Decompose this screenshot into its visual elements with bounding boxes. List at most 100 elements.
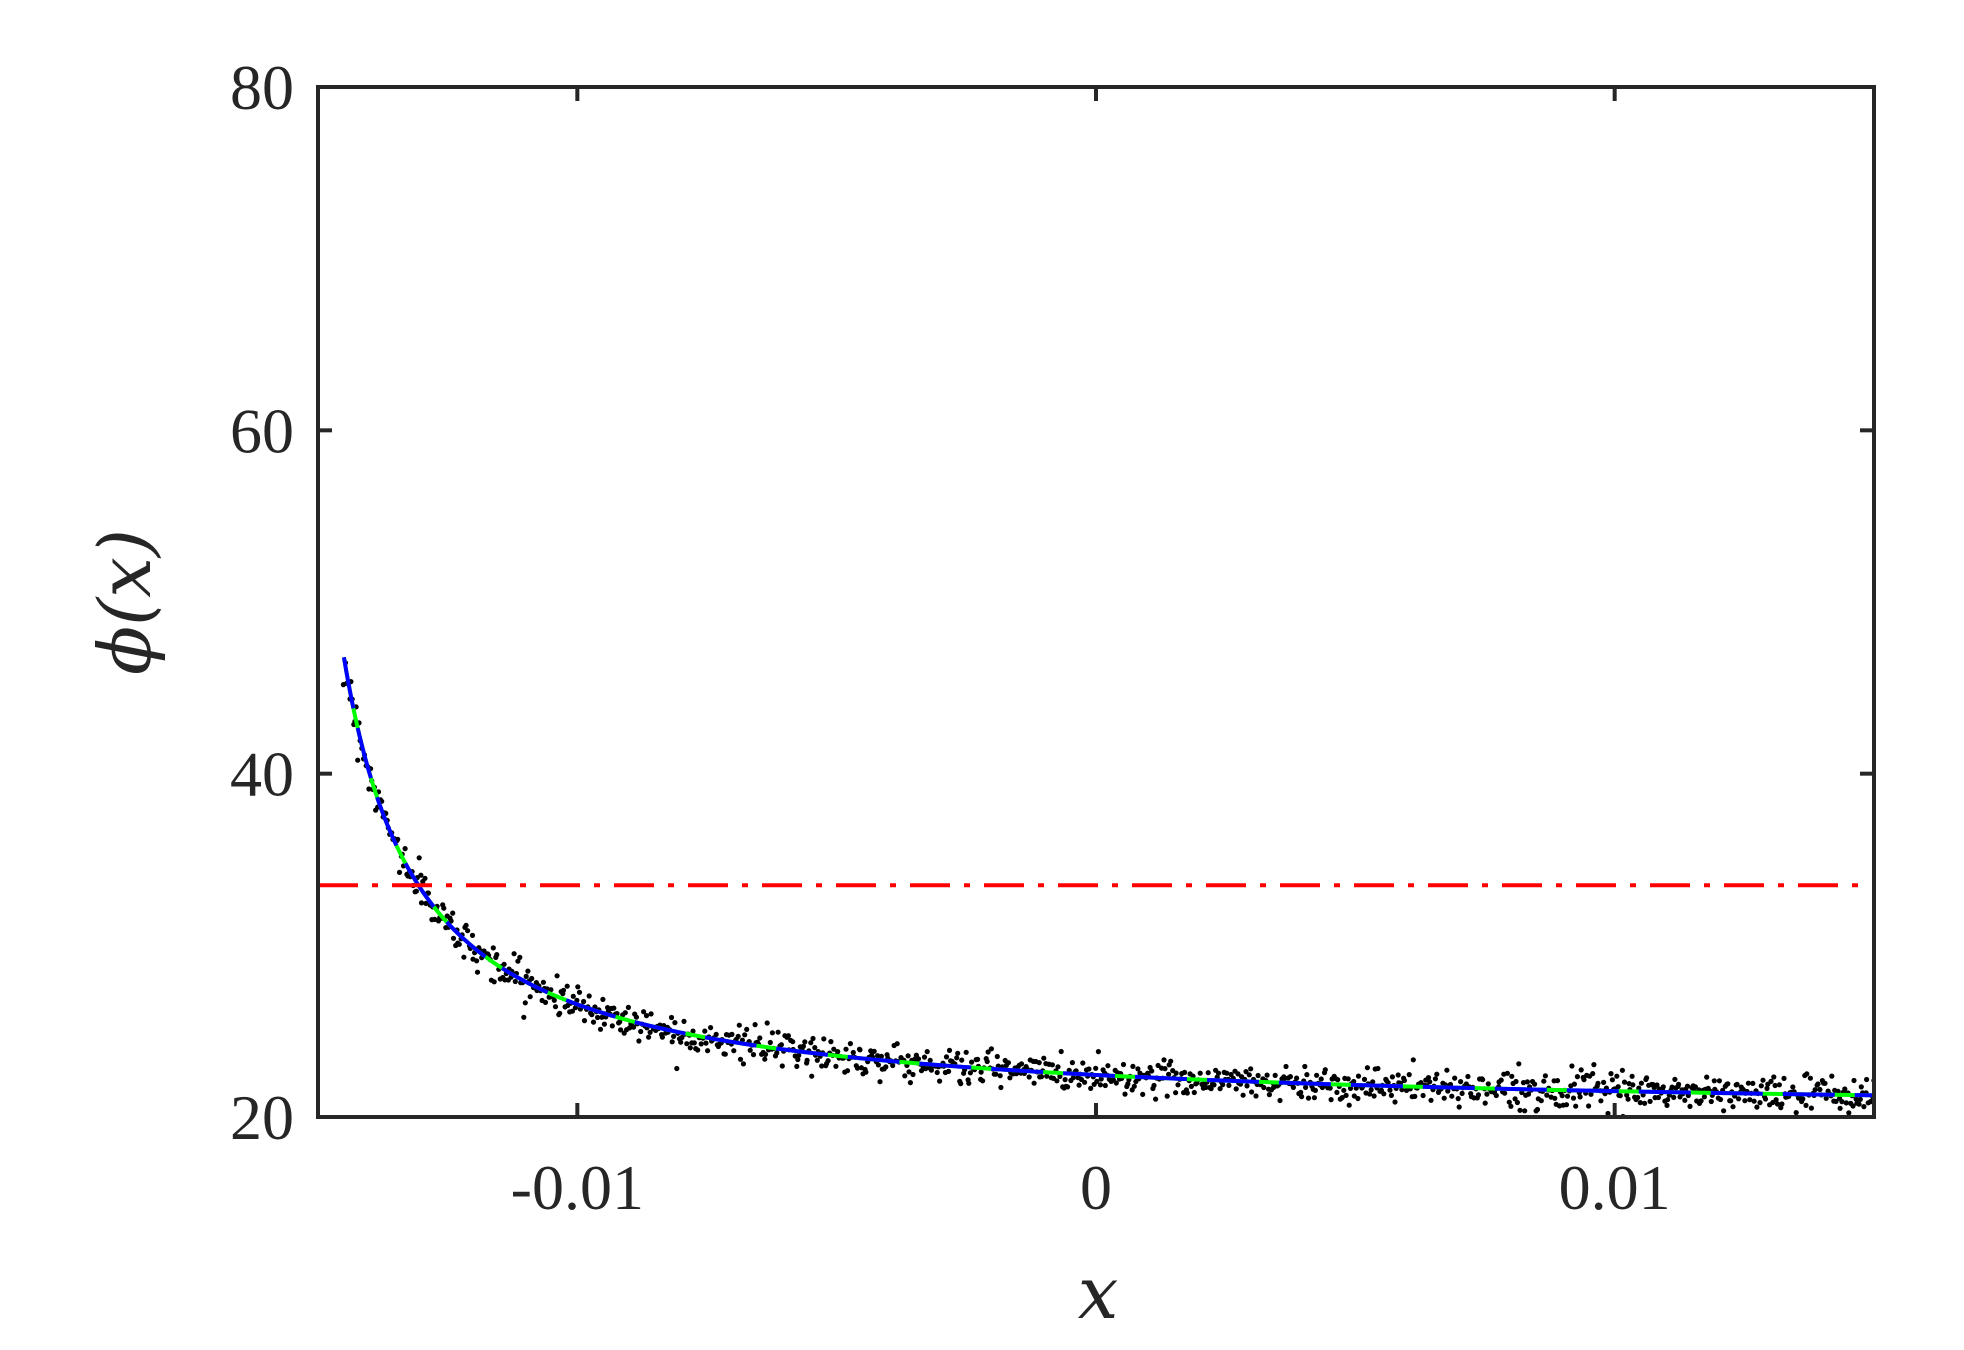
data-point [1058,1048,1064,1055]
data-point [1502,1090,1508,1096]
data-point [1243,1069,1249,1075]
data-point [821,1036,827,1042]
data-point [1498,1077,1504,1083]
data-point [1266,1092,1272,1098]
x-tick-label: 0.01 [1559,1152,1671,1223]
data-point [1098,1076,1104,1082]
data-point [1182,1069,1188,1075]
data-point [1345,1076,1351,1082]
data-point [1191,1089,1197,1096]
data-point [843,1046,849,1052]
data-point [1401,1077,1407,1084]
data-point [1762,1096,1769,1102]
data-point [1578,1067,1584,1073]
data-point [1571,1081,1577,1087]
data-point [1197,1070,1203,1076]
data-point [1817,1086,1823,1093]
data-point [954,1055,960,1061]
y-tick-label: 80 [230,52,294,123]
data-point [1493,1092,1499,1099]
data-point [1303,1084,1309,1090]
data-point [441,905,447,911]
data-point [1504,1070,1510,1076]
data-point [1031,1080,1037,1086]
data-point [1370,1079,1376,1085]
data-point [1621,1079,1628,1085]
data-point [708,1025,714,1031]
data-point [1655,1094,1661,1101]
data-point [1387,1087,1393,1093]
data-point [1559,1093,1565,1099]
data-point [778,1042,785,1048]
data-point [779,1063,785,1069]
data-point [915,1056,922,1062]
data-point [1664,1102,1670,1108]
data-point [1853,1096,1859,1102]
data-point [581,1018,588,1024]
data-point [463,922,469,929]
data-point [1371,1093,1377,1099]
data-point [1601,1079,1607,1085]
data-point [747,1047,753,1053]
data-point [1638,1080,1644,1086]
data-point [1608,1071,1614,1077]
data-point [633,1014,640,1020]
data-point [1839,1099,1845,1105]
data-point [1588,1091,1594,1097]
data-point [1687,1103,1693,1109]
data-point [1609,1077,1615,1083]
data-point [1605,1110,1611,1117]
data-point [850,1049,856,1056]
data-point [847,1041,854,1047]
data-point [937,1078,943,1084]
data-point [1764,1085,1770,1091]
data-point [775,1029,781,1035]
data-point [1771,1074,1777,1080]
data-point [1456,1104,1462,1110]
data-point [1290,1084,1296,1090]
data-point [1249,1089,1255,1095]
data-point [963,1049,969,1055]
data-point [1861,1104,1867,1110]
data-point [1637,1100,1643,1106]
data-point [959,1057,965,1063]
data-point [928,1067,935,1073]
data-point [1452,1075,1458,1081]
data-point [1480,1077,1486,1083]
data-point [1375,1065,1381,1072]
data-point [894,1041,900,1047]
data-point [1504,1119,1509,1124]
data-point [698,1041,704,1047]
data-point [1721,1108,1727,1114]
data-point [1122,1091,1128,1097]
data-point [1298,1089,1304,1095]
data-point [570,993,576,999]
data-point [494,952,500,958]
data-point [1346,1102,1352,1108]
data-point [1538,1098,1544,1104]
data-point [1774,1101,1781,1107]
data-point [1704,1074,1710,1080]
data-point [1716,1078,1722,1084]
data-point [731,1048,737,1054]
data-point [744,1026,750,1032]
data-point [1220,1082,1226,1088]
data-point [469,932,476,939]
data-point [1228,1071,1234,1078]
data-point [722,1051,728,1057]
data-point [1672,1076,1678,1082]
data-point [924,1049,930,1055]
data-point [551,997,557,1003]
data-point [740,1061,747,1067]
data-point [1054,1078,1060,1084]
data-point [742,1032,748,1038]
data-point [490,945,496,951]
data-point [1255,1072,1261,1079]
data-point [1590,1071,1596,1077]
data-point [1164,1093,1170,1099]
data-point [1747,1097,1753,1103]
data-point [1441,1095,1447,1101]
data-point [671,1033,677,1039]
data-point [1745,1080,1751,1086]
data-point [1093,1065,1099,1071]
